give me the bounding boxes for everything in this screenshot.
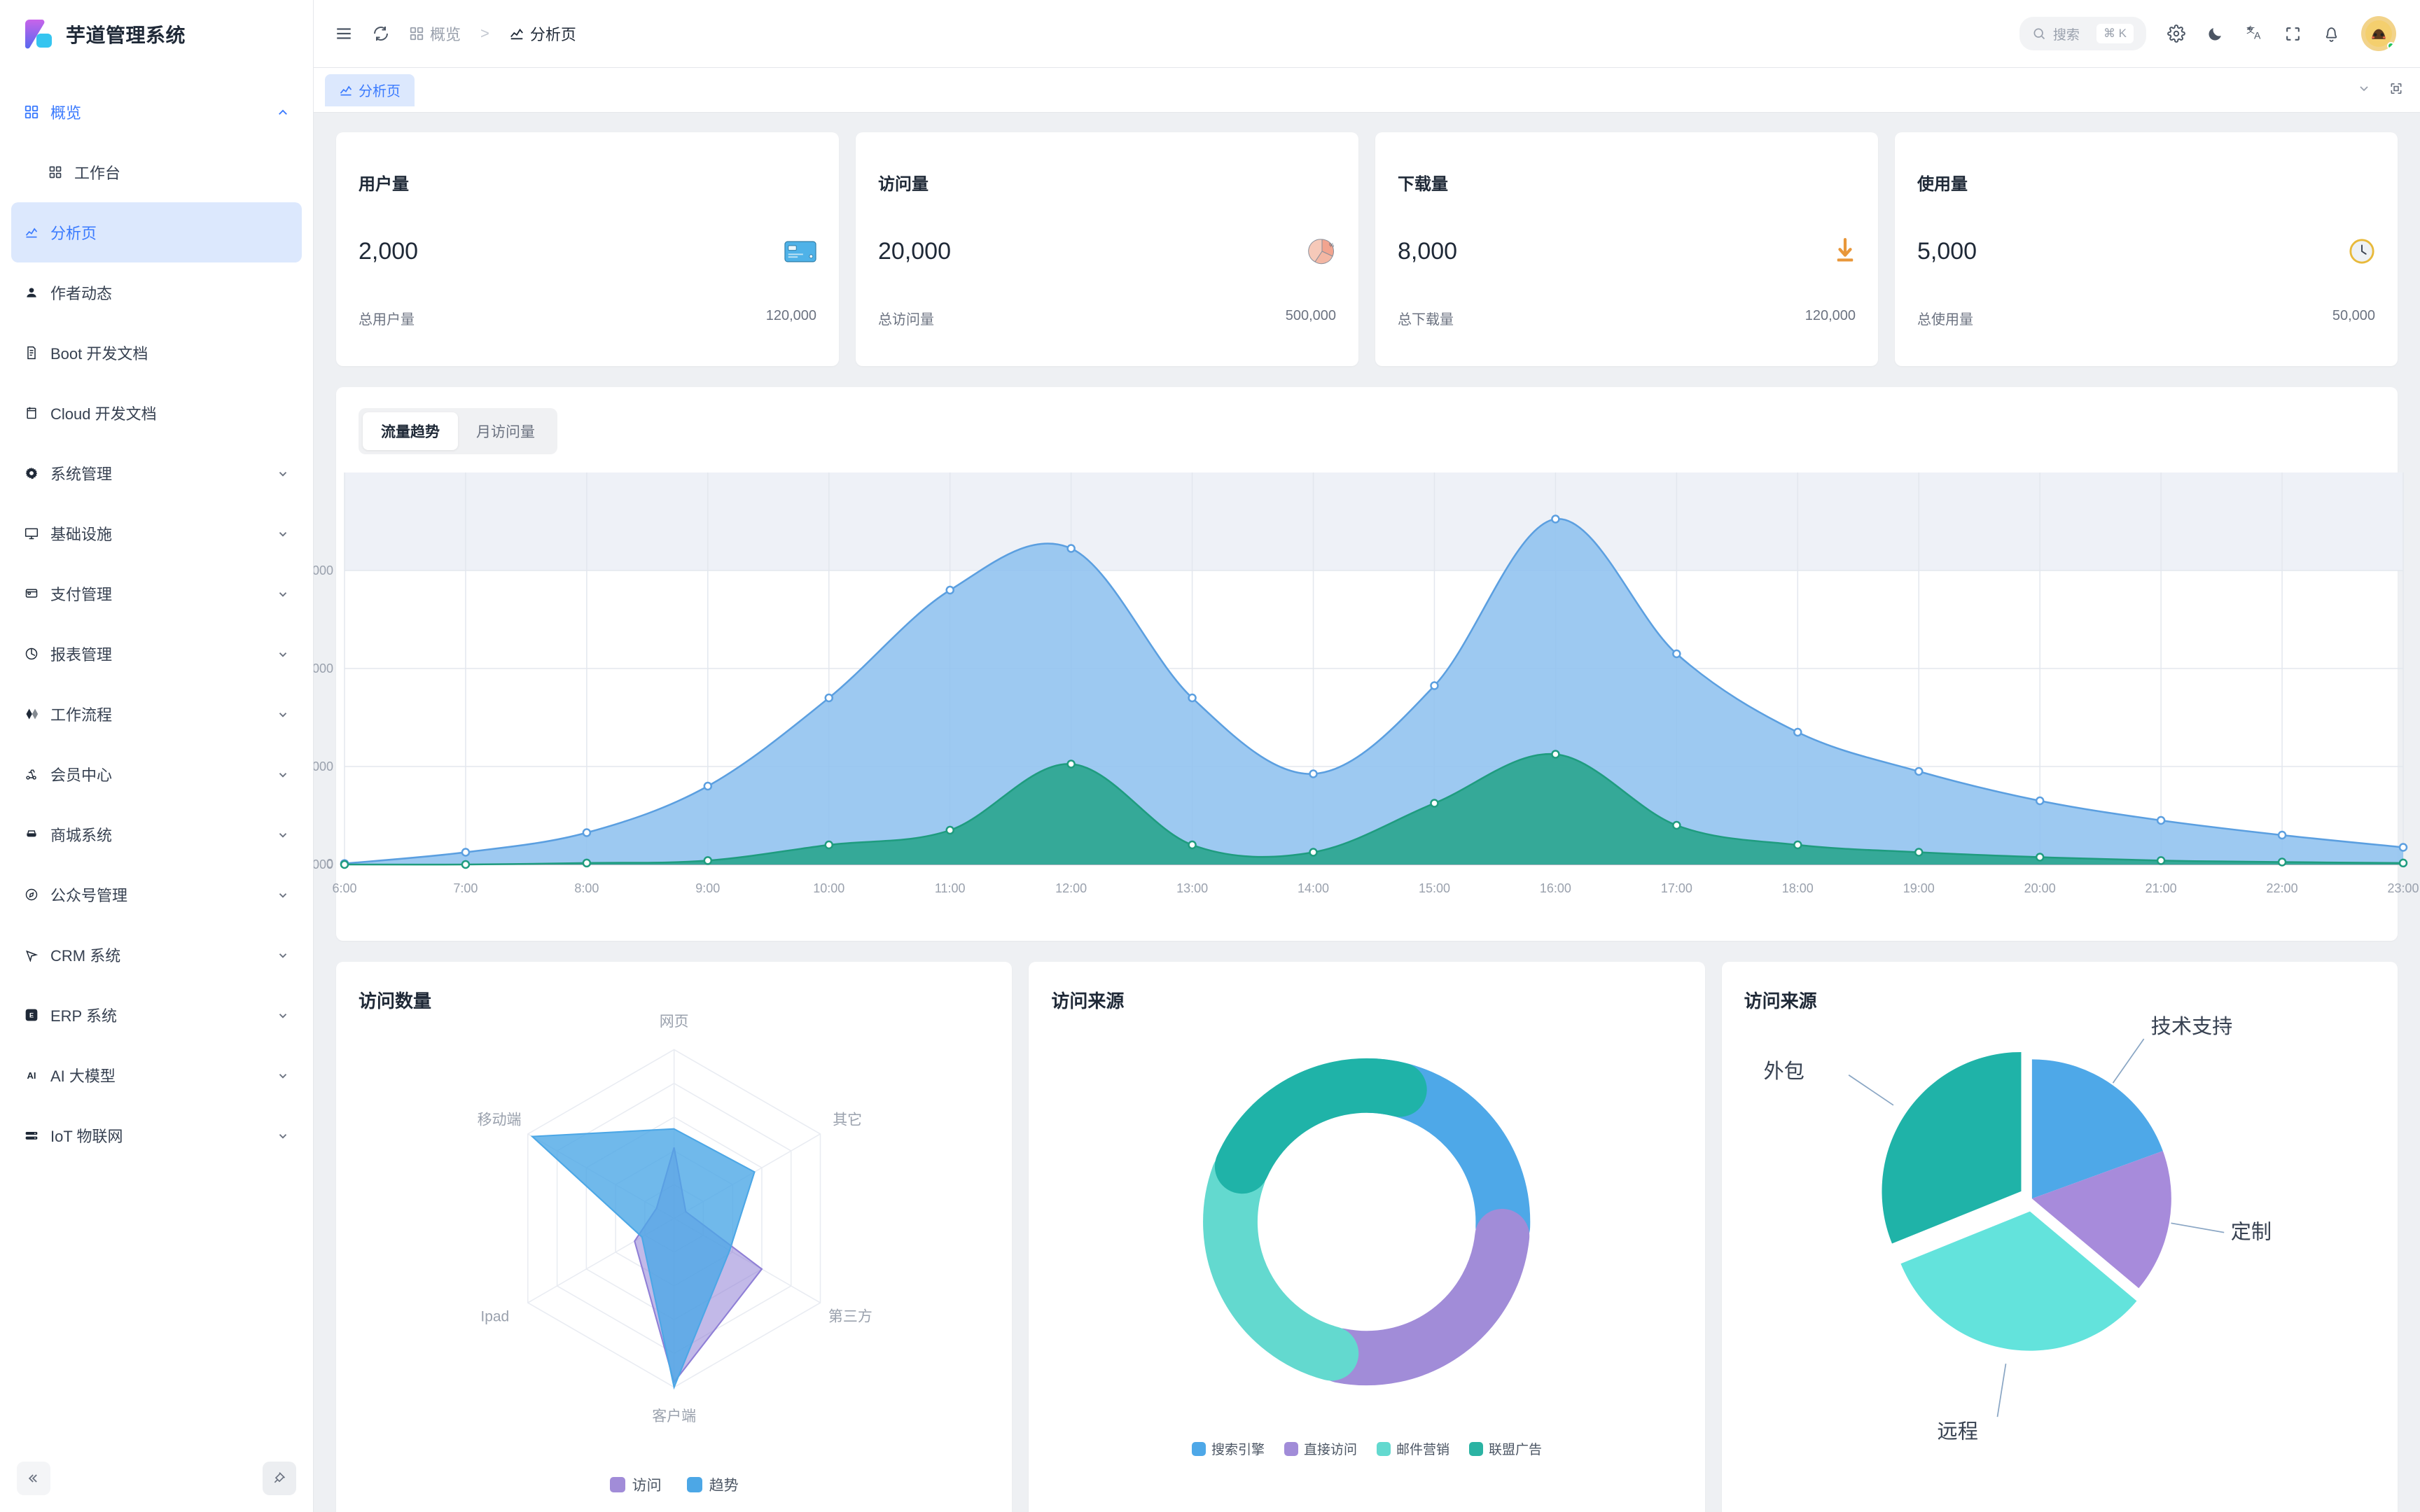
svg-text:10:00: 10:00 — [813, 881, 844, 895]
svg-text:80,000: 80,000 — [314, 564, 333, 578]
svg-text:8:00: 8:00 — [574, 881, 599, 895]
svg-text:Ipad: Ipad — [480, 1308, 509, 1324]
svg-text:11:00: 11:00 — [935, 881, 966, 895]
svg-text:19:00: 19:00 — [1903, 881, 1935, 895]
svg-text:12:00: 12:00 — [1055, 881, 1087, 895]
svg-text:6:00: 6:00 — [332, 881, 356, 895]
svg-text:%: % — [1329, 242, 1334, 248]
svg-text:远程: 远程 — [1937, 1421, 1977, 1443]
svg-text:第三方: 第三方 — [828, 1308, 872, 1324]
svg-text:13:00: 13:00 — [1176, 881, 1208, 895]
svg-text:技术支持: 技术支持 — [2150, 1015, 2232, 1038]
svg-text:16:00: 16:00 — [1540, 881, 1571, 895]
svg-text:A: A — [2254, 30, 2261, 41]
svg-text:9:00: 9:00 — [695, 881, 720, 895]
svg-text:60,000: 60,000 — [314, 662, 333, 676]
svg-text:20:00: 20:00 — [2024, 881, 2056, 895]
svg-text:定制: 定制 — [2230, 1220, 2271, 1243]
svg-text:0: 0 — [326, 857, 333, 871]
svg-text:22:00: 22:00 — [2267, 881, 2298, 895]
svg-text:其它: 其它 — [833, 1112, 862, 1128]
svg-text:14:00: 14:00 — [1298, 881, 1329, 895]
svg-text:7:00: 7:00 — [453, 881, 478, 895]
svg-text:23:00: 23:00 — [2387, 881, 2419, 895]
svg-text:21:00: 21:00 — [2146, 881, 2177, 895]
svg-text:移动端: 移动端 — [478, 1112, 522, 1128]
svg-text:18:00: 18:00 — [1782, 881, 1814, 895]
svg-text:外包: 外包 — [1763, 1060, 1804, 1083]
svg-text:网页: 网页 — [660, 1014, 689, 1030]
svg-text:17:00: 17:00 — [1661, 881, 1692, 895]
svg-text:40,000: 40,000 — [314, 760, 333, 774]
svg-text:15:00: 15:00 — [1419, 881, 1450, 895]
svg-text:E: E — [29, 1011, 34, 1018]
svg-text:客户端: 客户端 — [652, 1408, 696, 1424]
